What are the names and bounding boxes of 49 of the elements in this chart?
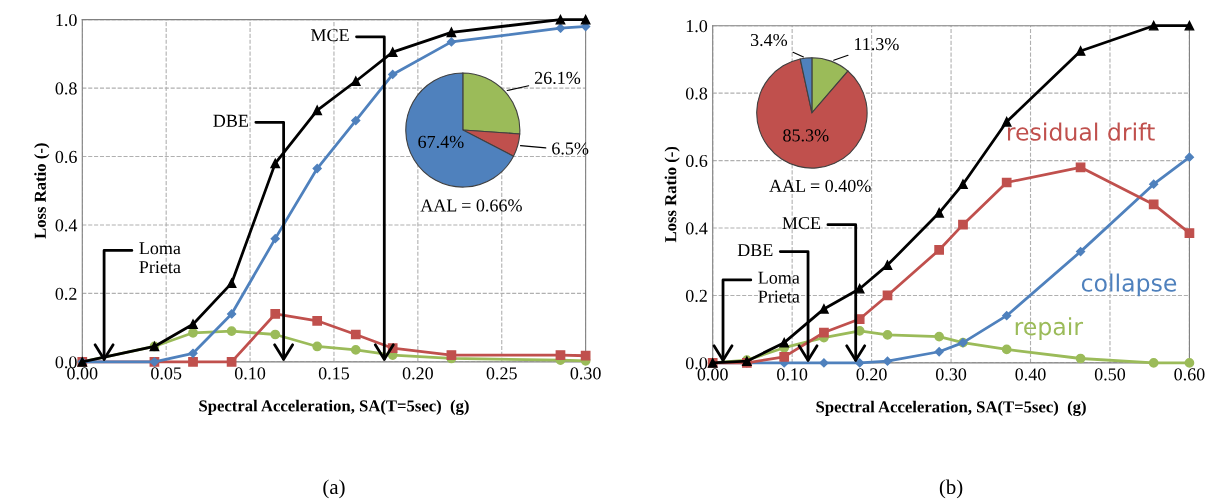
ref-line-label: Loma Prieta xyxy=(139,242,181,274)
x-tick-label: 0.40 xyxy=(1015,368,1046,381)
data-label: 11.3% xyxy=(855,37,899,51)
ref-line-label: DBE xyxy=(213,114,248,127)
annotation: AAL = 0.40% xyxy=(769,179,871,193)
annotation: AAL = 0.66% xyxy=(420,199,522,212)
x-tick-label: 0.60 xyxy=(1174,368,1205,381)
ref-line-label: DBE xyxy=(737,244,773,257)
y-tick-label: 0.6 xyxy=(55,150,77,164)
x-tick-label: 0.30 xyxy=(570,367,601,380)
x-axis-title: Spectral Acceleration, SA(T=5sec) (g) xyxy=(199,399,469,416)
y-tick-label: 0.0 xyxy=(685,357,708,370)
y-tick-label: 0.4 xyxy=(685,222,708,235)
series-label: collapse xyxy=(1081,273,1177,297)
ref-line-label: Loma Prieta xyxy=(758,271,800,303)
y-tick-label: 0.0 xyxy=(55,356,77,369)
x-tick-label: 0.00 xyxy=(67,367,98,380)
y-tick-label: 0.8 xyxy=(685,87,708,100)
text: (a) xyxy=(323,479,345,499)
y-axis-title: Loss Ratio (-) xyxy=(34,143,50,239)
data-label: 26.1% xyxy=(534,71,581,85)
x-tick-label: 0.00 xyxy=(697,368,728,381)
y-tick-label: 1.0 xyxy=(56,13,77,27)
series-label: residual drift xyxy=(1007,122,1155,141)
y-tick-label: 0.2 xyxy=(55,287,77,300)
y-tick-label: 0.8 xyxy=(55,82,77,95)
y-tick-label: 0.4 xyxy=(55,219,78,232)
x-tick-label: 0.05 xyxy=(151,367,182,380)
x-tick-label: 0.50 xyxy=(1094,368,1126,381)
data-label: 3.4% xyxy=(750,33,788,47)
x-tick-label: 0.10 xyxy=(234,367,266,380)
x-tick-label: 0.20 xyxy=(402,367,433,380)
text: (b) xyxy=(939,479,963,499)
ref-line-label: MCE xyxy=(782,217,821,230)
x-tick-label: 0.25 xyxy=(486,367,517,380)
series-label: repair xyxy=(1015,317,1084,340)
x-tick-label: 0.10 xyxy=(777,368,808,381)
data-label: 6.5% xyxy=(552,142,589,155)
y-tick-label: 0.2 xyxy=(685,289,707,302)
x-tick-label: 0.20 xyxy=(856,368,887,381)
x-tick-label: 0.15 xyxy=(318,367,350,380)
ref-line-label: MCE xyxy=(310,29,349,42)
y-axis-title: Loss Ratio (-) xyxy=(664,146,680,243)
data-label: 67.4% xyxy=(418,135,464,148)
y-tick-label: 1.0 xyxy=(686,19,708,33)
x-tick-label: 0.30 xyxy=(935,368,967,381)
y-tick-label: 0.6 xyxy=(685,154,708,168)
x-axis-title: Spectral Acceleration, SA(T=5sec) (g) xyxy=(816,400,1086,417)
data-label: 85.3% xyxy=(783,129,829,142)
